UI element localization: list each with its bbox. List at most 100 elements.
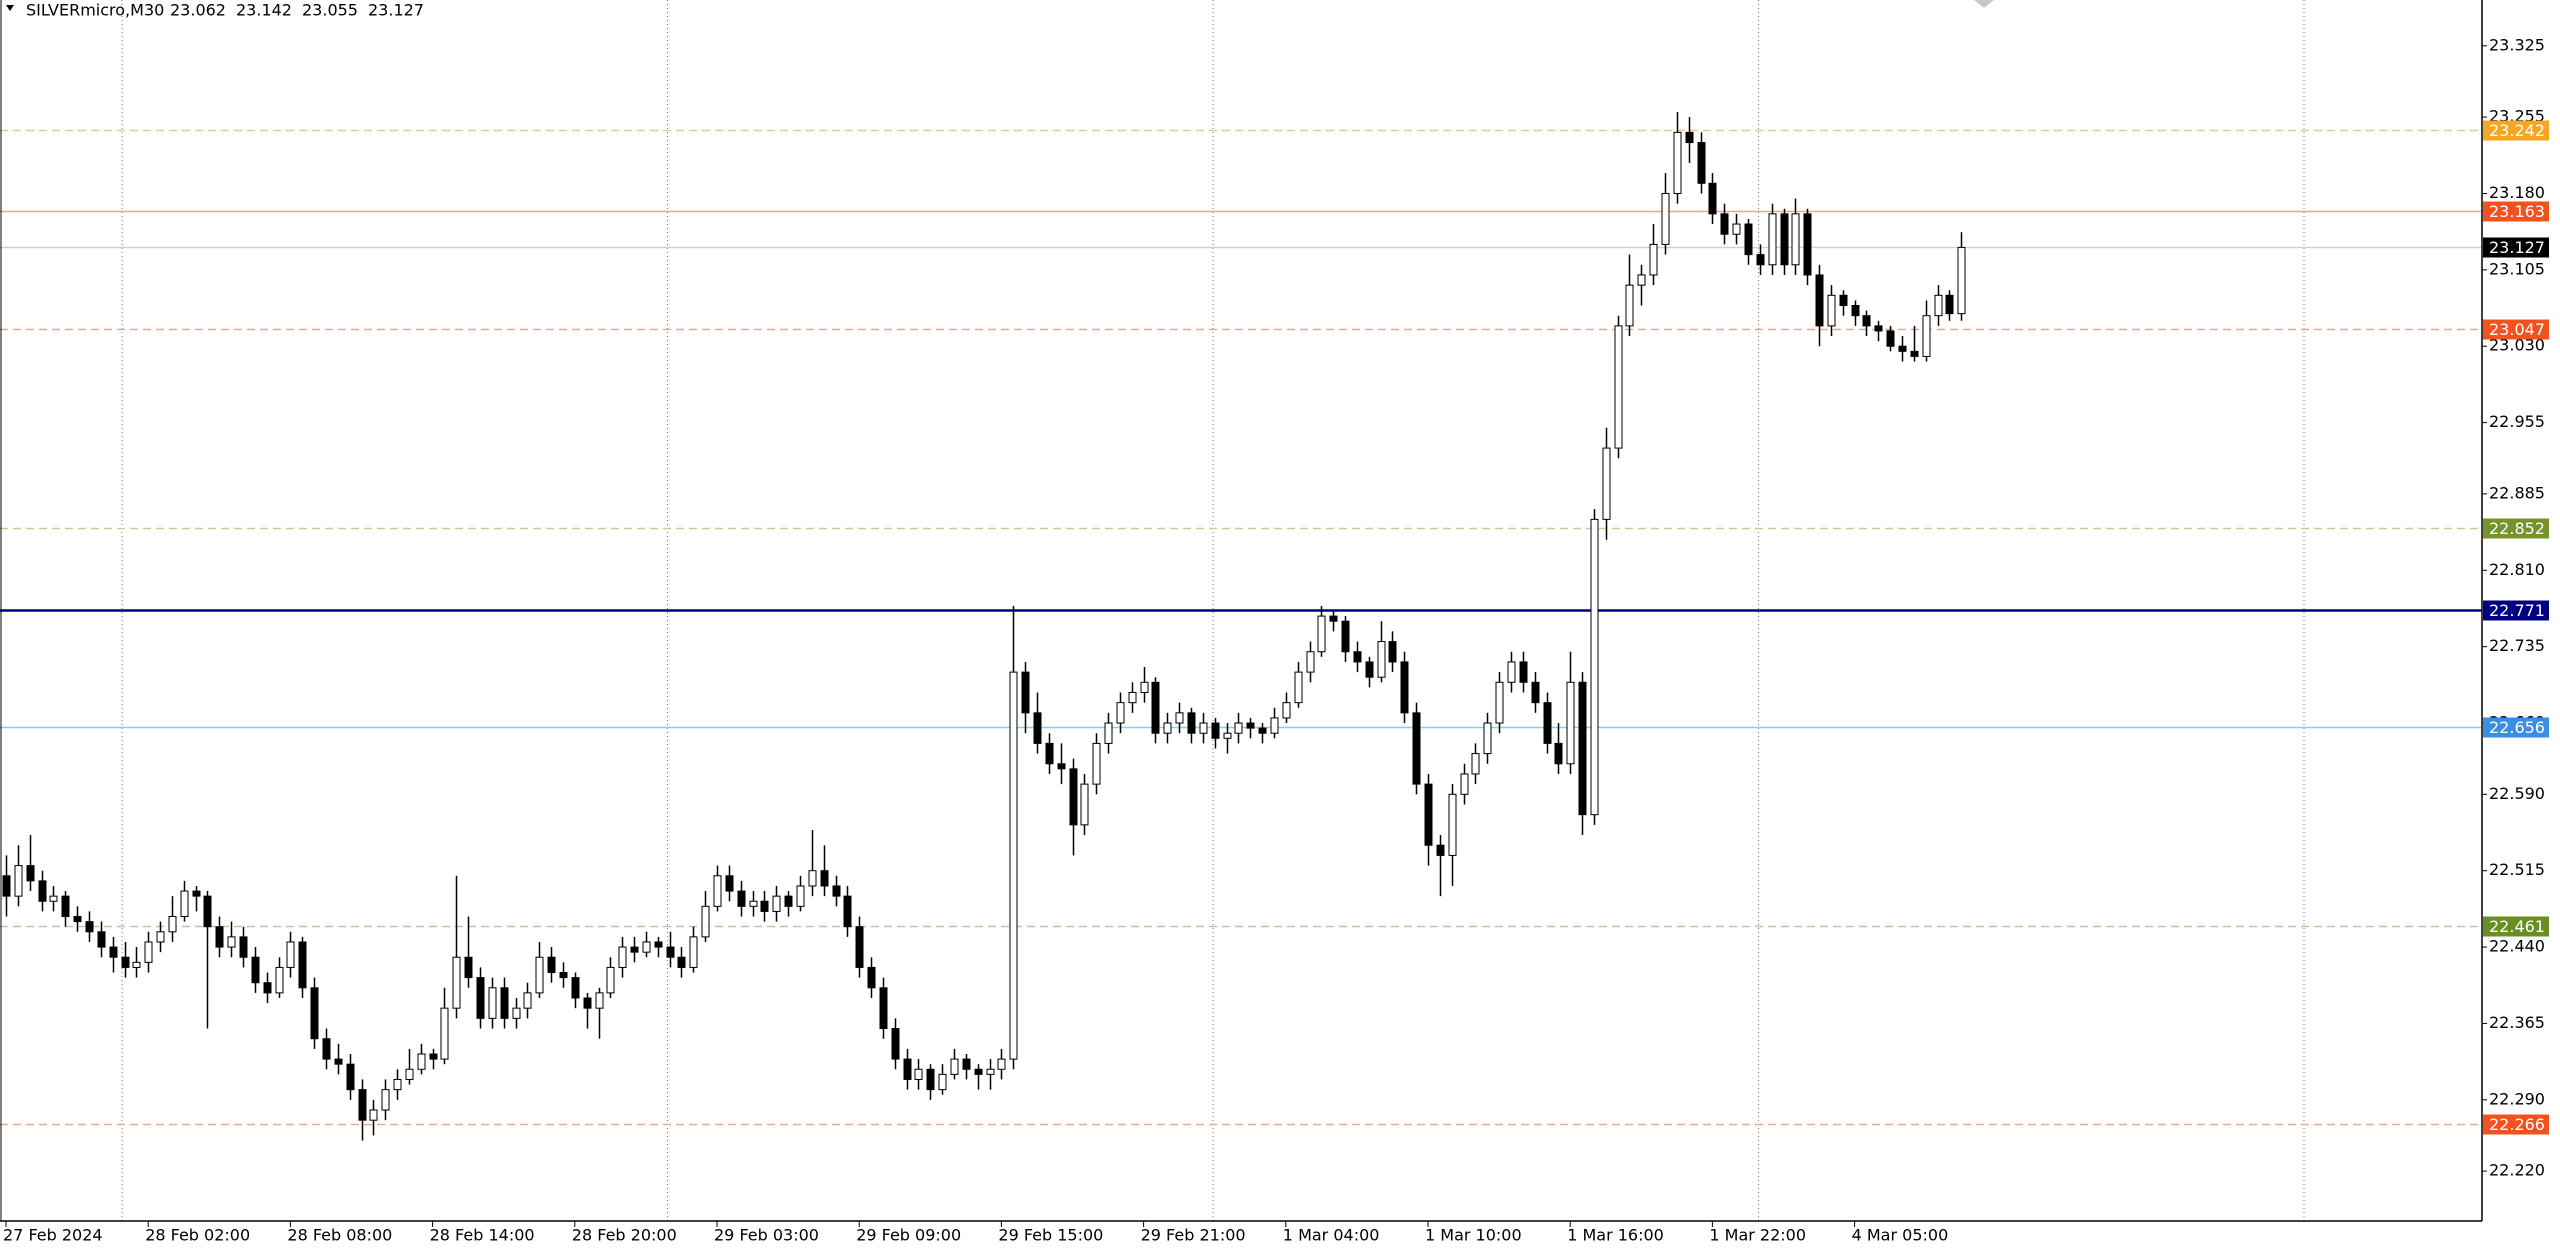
candle-body [203,895,212,928]
candle-body [630,946,639,953]
candle-body [867,966,876,989]
trade-arrow-icon[interactable] [1974,0,1994,8]
x-tick-label: 1 Mar 04:00 [1283,1226,1380,1245]
candle-body [476,977,485,1019]
candle-body [109,946,118,958]
candle-body [642,941,651,953]
candle-body [796,885,805,907]
candle-body [737,890,746,907]
candle-body [820,870,829,887]
candle-body [144,941,153,963]
price-level-label-bg [2483,1114,2549,1135]
y-tick-label: 23.325 [2489,35,2545,54]
candle-body [192,890,201,897]
candle-body [1815,274,1824,327]
candle-body [1874,325,1883,332]
candle-body [1377,641,1386,678]
candle-body [310,987,319,1040]
candle-body [263,982,272,994]
candle-body [286,941,295,968]
candle-body [1104,722,1113,744]
candle-body [571,977,580,999]
y-tick-label: 22.365 [2489,1013,2545,1032]
candle-body [298,941,307,989]
candle-body [914,1068,923,1080]
candle-body [1602,447,1611,520]
candle-body [1460,773,1469,795]
candle-body [903,1058,912,1080]
candle-body [974,1068,983,1075]
candle-body [666,946,675,958]
candle-body [725,875,734,892]
candle-body [1163,722,1172,734]
y-tick-label: 22.515 [2489,860,2545,879]
x-tick-label: 4 Mar 05:00 [1852,1226,1949,1245]
candle-body [547,956,556,974]
candle-body [1294,671,1303,704]
candle-body [1353,651,1362,663]
candle-body [275,966,284,994]
candle-body [512,1007,521,1019]
candle-body [1661,192,1670,245]
candle-body [1329,615,1338,622]
candle-body [1614,325,1623,449]
candle-body [1211,722,1220,739]
candle-body [1116,702,1125,724]
candle-body [38,880,47,902]
price-level-label-bg [2483,319,2549,340]
candle-body [559,972,568,979]
y-tick-label: 23.180 [2489,183,2545,202]
candle-body [997,1058,1006,1070]
candle-body [1009,671,1018,1060]
candle-body [1543,702,1552,744]
candle-body [595,992,604,1009]
candle-body [97,931,106,948]
candle-body [1780,213,1789,266]
candle-body [1436,844,1445,856]
candle-body [1246,722,1255,729]
candle-body [393,1078,402,1091]
candle-body [369,1109,378,1121]
x-tick-label: 29 Feb 15:00 [998,1226,1103,1245]
candle-body [1424,783,1433,846]
candle-body [85,921,94,933]
candle-body [1080,783,1089,826]
candle-body [1685,131,1694,144]
candle-body [926,1068,935,1091]
candle-body [417,1053,426,1070]
x-tick-label: 29 Feb 21:00 [1141,1226,1246,1245]
candle-body [832,885,841,897]
x-tick-label: 28 Feb 20:00 [572,1226,677,1245]
candle-body [1637,274,1646,286]
candle-body [938,1073,947,1091]
candle-body [334,1058,343,1065]
candle-body [1554,742,1563,765]
x-tick-label: 28 Feb 02:00 [145,1226,250,1245]
candle-body [654,941,663,948]
candle-body [1886,330,1895,347]
candle-body [1851,305,1860,317]
candle-body [1922,315,1931,357]
menu-triangle[interactable] [6,5,14,11]
candle-body [1151,681,1160,734]
header-quote-value: 23.055 [302,1,358,20]
candle-body [1069,768,1078,826]
candle-body [1649,243,1658,276]
x-tick-label: 1 Mar 10:00 [1425,1226,1522,1245]
candle-body [1045,742,1054,765]
candle-body [855,926,864,968]
price-level-label-bg [2483,600,2549,621]
candle-body [168,916,177,933]
candle-body [1483,722,1492,755]
candle-body [891,1028,900,1060]
candle-body [1862,315,1871,327]
candle-body [950,1058,959,1075]
x-tick-label: 29 Feb 09:00 [856,1226,961,1245]
candle-body [1033,712,1042,744]
price-level-label-bg [2483,916,2549,937]
candle-body [1282,702,1291,719]
price-level-label: 23.127 [2489,238,2545,257]
candle-body [701,905,710,938]
candle-body [1945,294,1954,315]
